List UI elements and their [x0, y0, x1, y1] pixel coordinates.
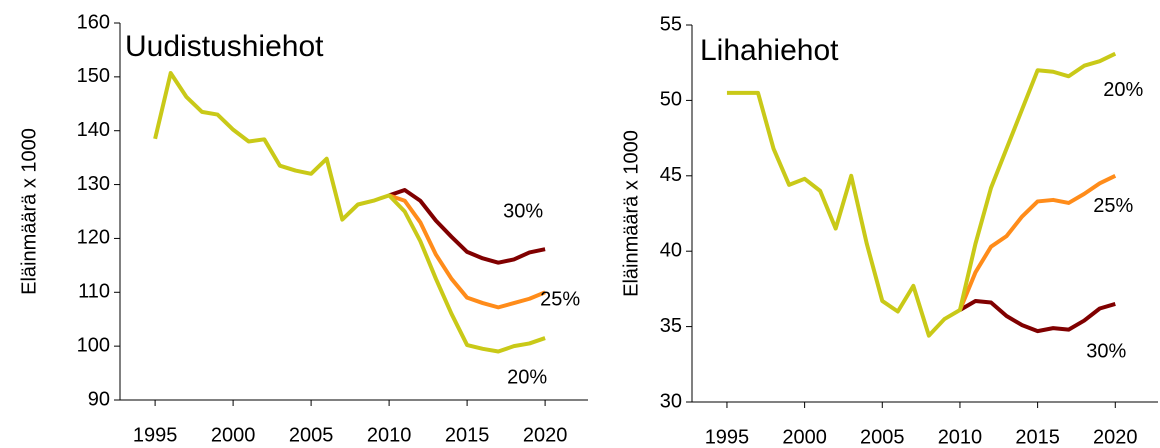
y-tick-label: 100: [77, 334, 110, 356]
y-tick-label: 120: [77, 227, 110, 249]
chart-title: Uudistushiehot: [125, 30, 324, 63]
x-tick-label: 2005: [860, 426, 905, 448]
series-label: 30%: [503, 200, 543, 222]
x-tick-label: 2005: [289, 424, 334, 446]
y-tick-label: 160: [77, 11, 110, 33]
series-label: 25%: [540, 289, 580, 311]
y-tick-label: 50: [660, 89, 682, 111]
y-tick-label: 35: [660, 315, 682, 337]
y-axis-label: Eläinmäärä x 1000: [620, 130, 642, 297]
y-tick-label: 140: [77, 119, 110, 141]
x-tick-label: 2000: [782, 426, 827, 448]
y-tick-label: 30: [660, 390, 682, 412]
y-tick-label: 150: [77, 65, 110, 87]
y-tick-label: 45: [660, 164, 682, 186]
y-tick-label: 110: [78, 281, 110, 303]
series-line: [153, 71, 546, 354]
series-line: [958, 174, 1117, 311]
x-tick-label: 2020: [523, 424, 568, 446]
y-tick-label: 90: [88, 388, 110, 410]
x-tick-label: 2015: [445, 424, 490, 446]
series-label: 30%: [1086, 340, 1126, 362]
series-label: 20%: [507, 366, 547, 388]
y-tick-label: 40: [660, 239, 682, 261]
x-tick-label: 2010: [367, 424, 412, 446]
series-line: [726, 51, 1117, 338]
y-tick-label: 130: [77, 173, 110, 195]
series-line: [388, 187, 546, 265]
series-label: 20%: [1103, 79, 1143, 101]
x-tick-label: 1995: [133, 424, 178, 446]
series-line: [958, 298, 1116, 334]
x-tick-label: 2020: [1093, 426, 1138, 448]
chart-title: Lihahiehot: [700, 34, 839, 67]
x-tick-label: 2000: [211, 424, 256, 446]
y-tick-label: 55: [660, 13, 682, 35]
x-tick-label: 1995: [705, 426, 750, 448]
x-tick-label: 2015: [1015, 426, 1060, 448]
x-tick-label: 2010: [938, 426, 983, 448]
series-label: 25%: [1093, 195, 1133, 217]
y-axis-label: Eläinmäärä x 1000: [18, 128, 40, 295]
series-line: [388, 193, 546, 310]
